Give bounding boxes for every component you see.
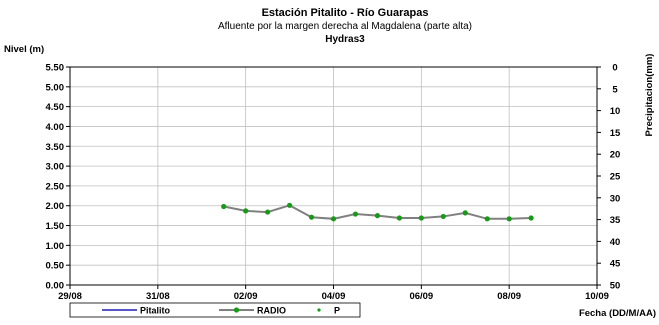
y2-tick-label: 30 [610,193,621,204]
series-radio-point [221,203,227,210]
x-tick-label: 29/08 [58,291,82,302]
series-radio-point [440,213,446,220]
y2-axis-label: Precipitacion(mm) [644,54,655,137]
x-tick-label: 06/09 [409,291,433,302]
legend-box [69,302,361,318]
legend-label-radio: RADIO [257,306,286,316]
y-tick-label: 1.00 [46,241,65,252]
x-tick-label: 31/08 [146,291,170,302]
y-tick-label: 3.50 [46,142,65,153]
x-axis-ticks: 29/08 31/08 02/09 04/09 06/09 08/09 10/09 [58,285,609,302]
y-tick-label: 3.00 [46,162,65,173]
series-radio-point [330,216,337,222]
y-tick-label: 2.00 [46,201,65,212]
series-radio-point [374,213,381,219]
series-radio-point [352,211,359,217]
series-radio-point [243,208,249,214]
y-tick-label: 1.50 [46,221,65,232]
y-axis-ticks: 0.00 0.50 1.00 1.50 2.00 2.50 3.00 3.50 4.00 4.50… [46,63,70,292]
y2-tick-label: 5 [612,84,618,95]
x-tick-label: 08/09 [497,291,521,302]
series-radio-point [418,215,424,221]
y-tick-label: 0.50 [46,261,65,272]
series-radio-point [462,210,468,216]
y-tick-label: 5.00 [46,82,65,93]
series-radio-point [308,214,315,220]
y-tick-label: 5.50 [46,63,65,74]
y2-tick-label: 50 [610,281,621,292]
series-radio-point [484,216,490,222]
chart-subtitle-hydras: Hydras3 [325,34,365,45]
legend-marker-p [317,308,321,312]
y-tick-label: 4.00 [46,122,65,133]
y2-axis-ticks: 0 5 10 15 20 25 30 35 40 45 50 [597,63,621,292]
y2-tick-label: 40 [610,237,621,248]
x-axis-label: Fecha (DD/M/AA) [579,308,656,319]
y2-tick-label: 20 [610,150,621,161]
legend-marker-radio [233,307,240,313]
y2-tick-label: 25 [610,172,621,183]
series-radio-point [265,209,271,215]
series-layer [221,202,534,222]
chart-subtitle: Afluente por la margen derecha al Magdal… [218,21,472,32]
series-radio-point [528,215,534,221]
x-tick-label: 10/09 [585,291,609,302]
y-tick-label: 4.50 [46,102,65,113]
series-radio-point [396,215,402,221]
y-tick-label: 2.50 [46,181,65,192]
y2-tick-label: 10 [610,106,621,117]
y2-tick-label: 45 [610,259,621,270]
series-radio-point [286,202,293,208]
legend: Pitalito RADIO P [102,306,340,316]
y2-tick-label: 0 [612,63,617,74]
y-tick-label: 0.00 [46,281,65,292]
grid [70,67,597,285]
x-tick-label: 02/09 [234,291,258,302]
legend-label-p: P [334,306,340,316]
x-tick-label: 04/09 [322,291,346,302]
y2-tick-label: 15 [610,128,621,139]
chart-title: Estación Pitalito - Río Guarapas [262,7,429,19]
legend-label-pitalito: Pitalito [140,306,171,316]
series-radio-point [506,216,512,222]
y-axis-label: Nivel (m) [4,44,44,55]
y2-tick-label: 35 [610,215,621,226]
